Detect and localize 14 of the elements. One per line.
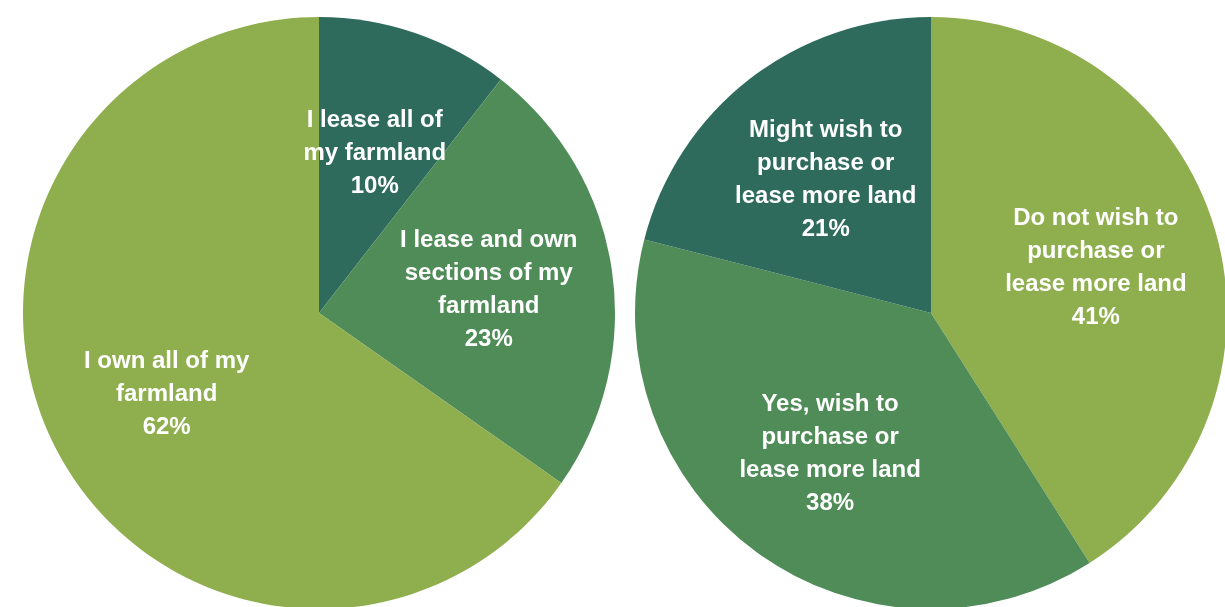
slice-label: Might wish to purchase or lease more land	[735, 114, 917, 208]
slice-label: Do not wish to purchase or lease more land	[1005, 202, 1187, 296]
data-label: 41%	[1071, 301, 1120, 329]
pie-slice	[931, 17, 1225, 563]
data-label: 10%	[350, 170, 399, 198]
slice-label: Yes, wish to purchase or lease more land	[739, 388, 921, 482]
slice-label: I own all of my farmland	[84, 345, 251, 406]
data-label: 38%	[806, 487, 855, 515]
data-label: 21%	[801, 213, 850, 241]
data-label: 23%	[464, 323, 513, 351]
slice-label: I lease and own sections of my farmland	[400, 224, 578, 318]
data-label: 62%	[142, 411, 191, 439]
slice-label: I lease all of my farmland	[303, 104, 447, 165]
pie-slice	[644, 17, 931, 313]
